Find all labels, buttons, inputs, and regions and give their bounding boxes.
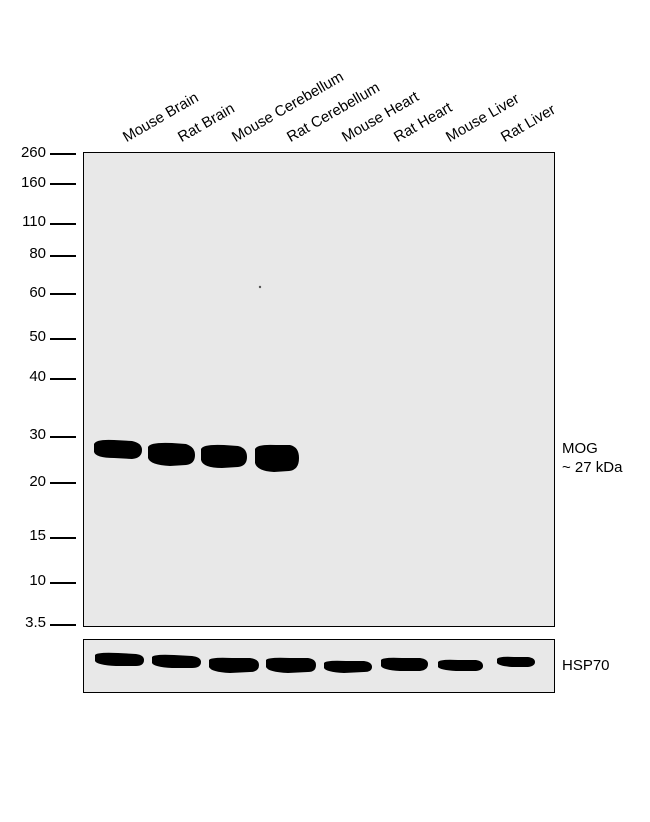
- mw-tick: [50, 223, 76, 225]
- mog-band-mouse-brain: [94, 439, 142, 459]
- mw-label-260: 260: [20, 144, 46, 161]
- mog-band-rat-cerebellum: [255, 444, 299, 472]
- hsp70-band-mouse-brain: [95, 652, 144, 666]
- mw-label-60: 60: [29, 284, 46, 301]
- mog-band-rat-brain: [148, 442, 195, 466]
- mw-tick: [50, 582, 76, 584]
- hsp70-band-mouse-liver: [438, 659, 483, 671]
- hsp70-band-rat-brain: [152, 654, 201, 668]
- mw-label-80: 80: [29, 245, 46, 262]
- mw-label-40: 40: [29, 368, 46, 385]
- mw-label-50: 50: [29, 328, 46, 345]
- mw-tick: [50, 293, 76, 295]
- mw-label-3-5: 3.5: [25, 614, 46, 631]
- mw-label-20: 20: [29, 473, 46, 490]
- hsp70-blot-bands: [95, 652, 535, 673]
- mog-label-name: MOG: [562, 440, 598, 457]
- hsp70-band-mouse-heart: [324, 660, 372, 673]
- mw-label-10: 10: [29, 572, 46, 589]
- mog-label: MOG ~ 27 kDa: [562, 440, 622, 478]
- mw-tick: [50, 537, 76, 539]
- hsp70-band-mouse-cerebellum: [209, 657, 259, 673]
- mw-tick: [50, 378, 76, 380]
- mw-tick: [50, 436, 76, 438]
- blot-artifact-dot: [258, 285, 262, 289]
- mw-tick: [50, 255, 76, 257]
- hsp70-band-rat-heart: [381, 657, 428, 671]
- mw-tick: [50, 338, 76, 340]
- hsp70-band-rat-liver: [497, 656, 535, 667]
- mw-label-30: 30: [29, 426, 46, 443]
- mw-label-160: 160: [20, 174, 46, 191]
- mw-label-15: 15: [29, 527, 46, 544]
- mw-label-110: 110: [22, 213, 46, 230]
- mog-band-mouse-cerebellum: [201, 444, 247, 468]
- main-blot-panel: [83, 152, 555, 627]
- mw-tick: [50, 183, 76, 185]
- mw-tick: [50, 153, 76, 155]
- mw-tick: [50, 482, 76, 484]
- hsp70-band-rat-cerebellum: [266, 657, 316, 673]
- mog-label-size: ~ 27 kDa: [562, 458, 623, 476]
- hsp70-label: HSP70: [562, 657, 610, 674]
- hsp70-blot-panel: [83, 639, 555, 693]
- main-blot-bands: [94, 285, 299, 472]
- mw-tick: [50, 624, 76, 626]
